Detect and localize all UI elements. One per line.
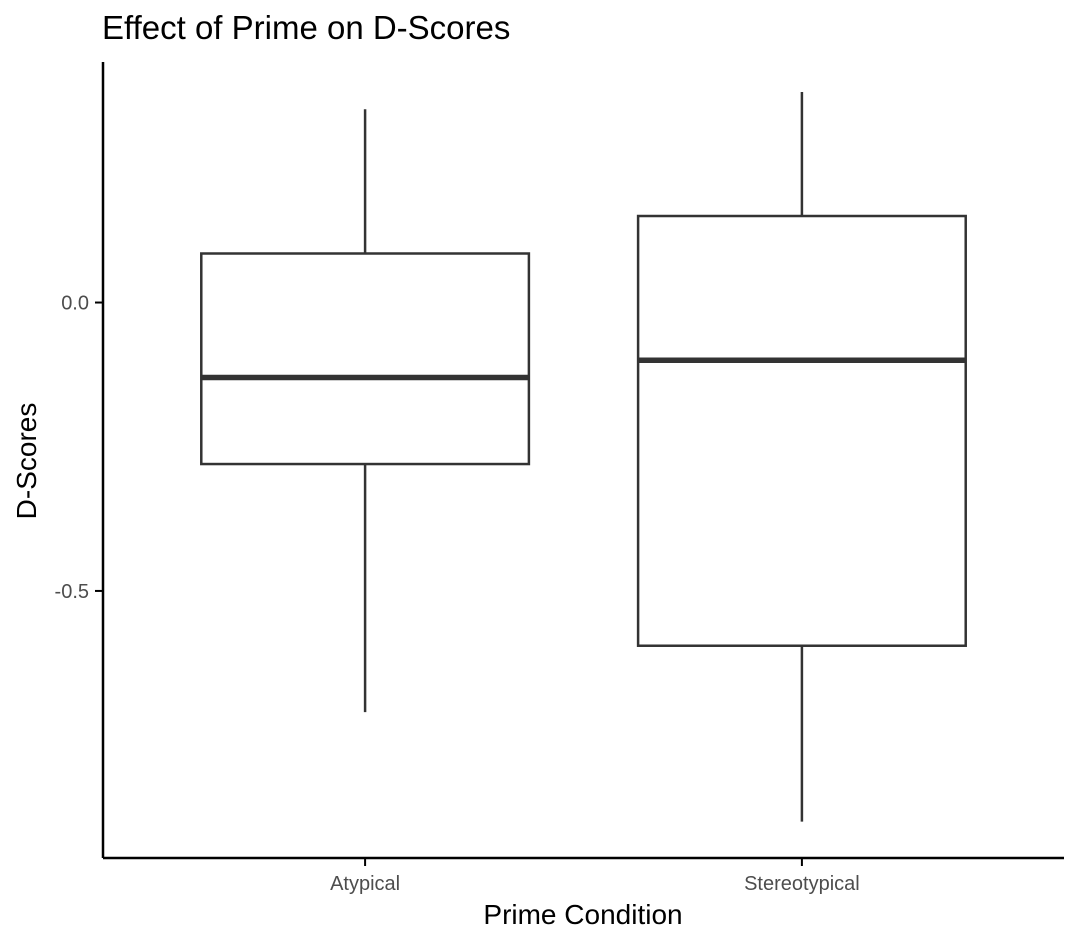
y-axis-ticks: 0.0 -0.5	[55, 293, 103, 603]
x-tick-label: Atypical	[330, 873, 400, 895]
y-axis-title: D-Scores	[11, 403, 42, 520]
chart-title: Effect of Prime on D-Scores	[102, 9, 510, 46]
box-stereotypical	[636, 91, 967, 822]
iqr-box-atypical	[200, 252, 531, 466]
x-tick-label: Stereotypical	[744, 873, 860, 895]
plot-area	[200, 91, 967, 822]
x-axis-ticks: Atypical Stereotypical	[330, 858, 860, 895]
iqr-box-stereotypical	[636, 214, 967, 647]
x-axis-title: Prime Condition	[483, 899, 682, 930]
box-atypical	[200, 109, 531, 713]
y-tick-label: 0.0	[61, 293, 89, 315]
y-tick-label: -0.5	[55, 581, 89, 603]
